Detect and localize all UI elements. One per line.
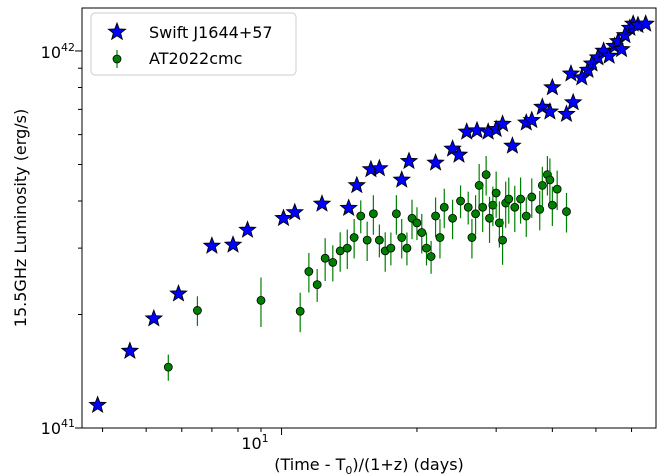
at2022cmc-point <box>439 202 449 212</box>
at2022cmc-point <box>304 267 314 276</box>
at2022cmc-point <box>516 194 526 204</box>
at2022cmc-point <box>374 235 384 245</box>
swift-point <box>503 136 522 154</box>
at2022cmc-point <box>386 243 396 253</box>
at2022cmc-point <box>397 233 407 242</box>
swift-point <box>339 198 358 217</box>
legend-circle-glyph <box>112 54 122 64</box>
swift-point <box>467 120 487 139</box>
at2022cmc-point <box>485 213 494 223</box>
swift-point <box>88 395 107 414</box>
at2022cmc-point <box>521 211 531 221</box>
y-axis-label: 15.5GHz Luminosity (erg/s) <box>11 109 30 327</box>
swift-point <box>572 67 592 86</box>
at2022cmc-point <box>463 202 473 212</box>
swift-point <box>599 46 619 64</box>
swift-point <box>557 104 576 123</box>
swift-point <box>449 145 469 163</box>
swift-point <box>202 236 222 254</box>
legend-frame <box>90 12 297 76</box>
legend-star-glyph <box>107 21 127 41</box>
at2022cmc-point <box>163 362 173 372</box>
at2022cmc-point <box>467 233 477 242</box>
swift-point <box>274 208 293 227</box>
swift-point <box>533 97 552 115</box>
at2022cmc-point <box>295 306 305 316</box>
at2022cmc-point <box>412 218 422 228</box>
swift-point <box>563 92 583 111</box>
legend-label-swift: Swift J1644+57 <box>149 23 273 42</box>
swift-point <box>120 341 140 359</box>
at2022cmc-point <box>537 180 547 190</box>
at2022cmc-point <box>448 213 457 223</box>
swift-point <box>522 110 542 129</box>
at2022cmc-point <box>491 188 501 198</box>
at2022cmc-point <box>510 202 520 212</box>
legend-label-at2022cmc: AT2022cmc <box>149 49 242 68</box>
at2022cmc-series <box>163 156 571 381</box>
at2022cmc-point <box>562 207 571 216</box>
at2022cmc-point <box>545 175 555 185</box>
swift-point <box>285 202 305 221</box>
at2022cmc-point <box>471 209 480 219</box>
y-tick-label-1e42: 1042 <box>41 41 75 62</box>
legend: Swift J1644+57 AT2022cmc <box>90 12 297 76</box>
at2022cmc-point <box>504 194 514 204</box>
axis-ticks <box>75 50 633 435</box>
at2022cmc-point <box>356 211 366 221</box>
at2022cmc-point <box>312 280 322 290</box>
swift-point <box>347 175 367 194</box>
swift-point <box>561 63 581 82</box>
at2022cmc-point <box>435 233 445 242</box>
swift-point <box>392 170 412 188</box>
at2022cmc-point <box>362 235 372 245</box>
y-tick-label-1e41: 1041 <box>41 417 75 438</box>
swift-point <box>543 77 562 96</box>
at2022cmc-point <box>256 295 266 305</box>
swift-point <box>540 101 560 120</box>
at2022cmc-point <box>494 218 504 228</box>
at2022cmc-point <box>368 209 378 219</box>
at2022cmc-point <box>391 209 401 219</box>
swift-point <box>636 14 655 32</box>
at2022cmc-point <box>527 192 537 202</box>
swift-point <box>493 114 512 132</box>
swift-point <box>370 158 389 177</box>
at2022cmc-point <box>488 200 498 210</box>
at2022cmc-point <box>426 252 436 261</box>
at2022cmc-point <box>552 184 562 194</box>
swift-point <box>223 235 243 253</box>
swift-point <box>312 194 332 212</box>
swift-point <box>144 308 164 327</box>
at2022cmc-point <box>478 202 488 212</box>
swift-point <box>612 39 631 58</box>
at2022cmc-point <box>474 180 484 190</box>
at2022cmc-point <box>417 228 427 237</box>
at2022cmc-point <box>456 196 465 206</box>
at2022cmc-point <box>193 306 202 315</box>
at2022cmc-point <box>422 243 431 253</box>
at2022cmc-point <box>349 233 359 242</box>
at2022cmc-point <box>535 204 545 214</box>
at2022cmc-point <box>320 253 330 263</box>
at2022cmc-point <box>481 170 491 179</box>
x-tick-label-10: 101 <box>241 432 268 453</box>
legend-circle-marker <box>112 50 122 68</box>
swift-series <box>88 14 655 414</box>
swift-point <box>169 283 188 302</box>
at2022cmc-point <box>328 257 338 267</box>
at2022cmc-point <box>547 200 557 210</box>
at2022cmc-point <box>342 243 352 253</box>
plot-frame <box>81 7 657 429</box>
swift-point <box>426 153 445 171</box>
at2022cmc-point <box>402 243 412 253</box>
at2022cmc-point <box>431 211 440 221</box>
at2022cmc-point <box>498 235 507 245</box>
x-axis-label: (Time - T0)/(1+z) (days) <box>274 455 464 475</box>
legend-star-marker <box>107 21 127 41</box>
swift-point <box>238 220 257 238</box>
swift-point <box>399 151 419 170</box>
